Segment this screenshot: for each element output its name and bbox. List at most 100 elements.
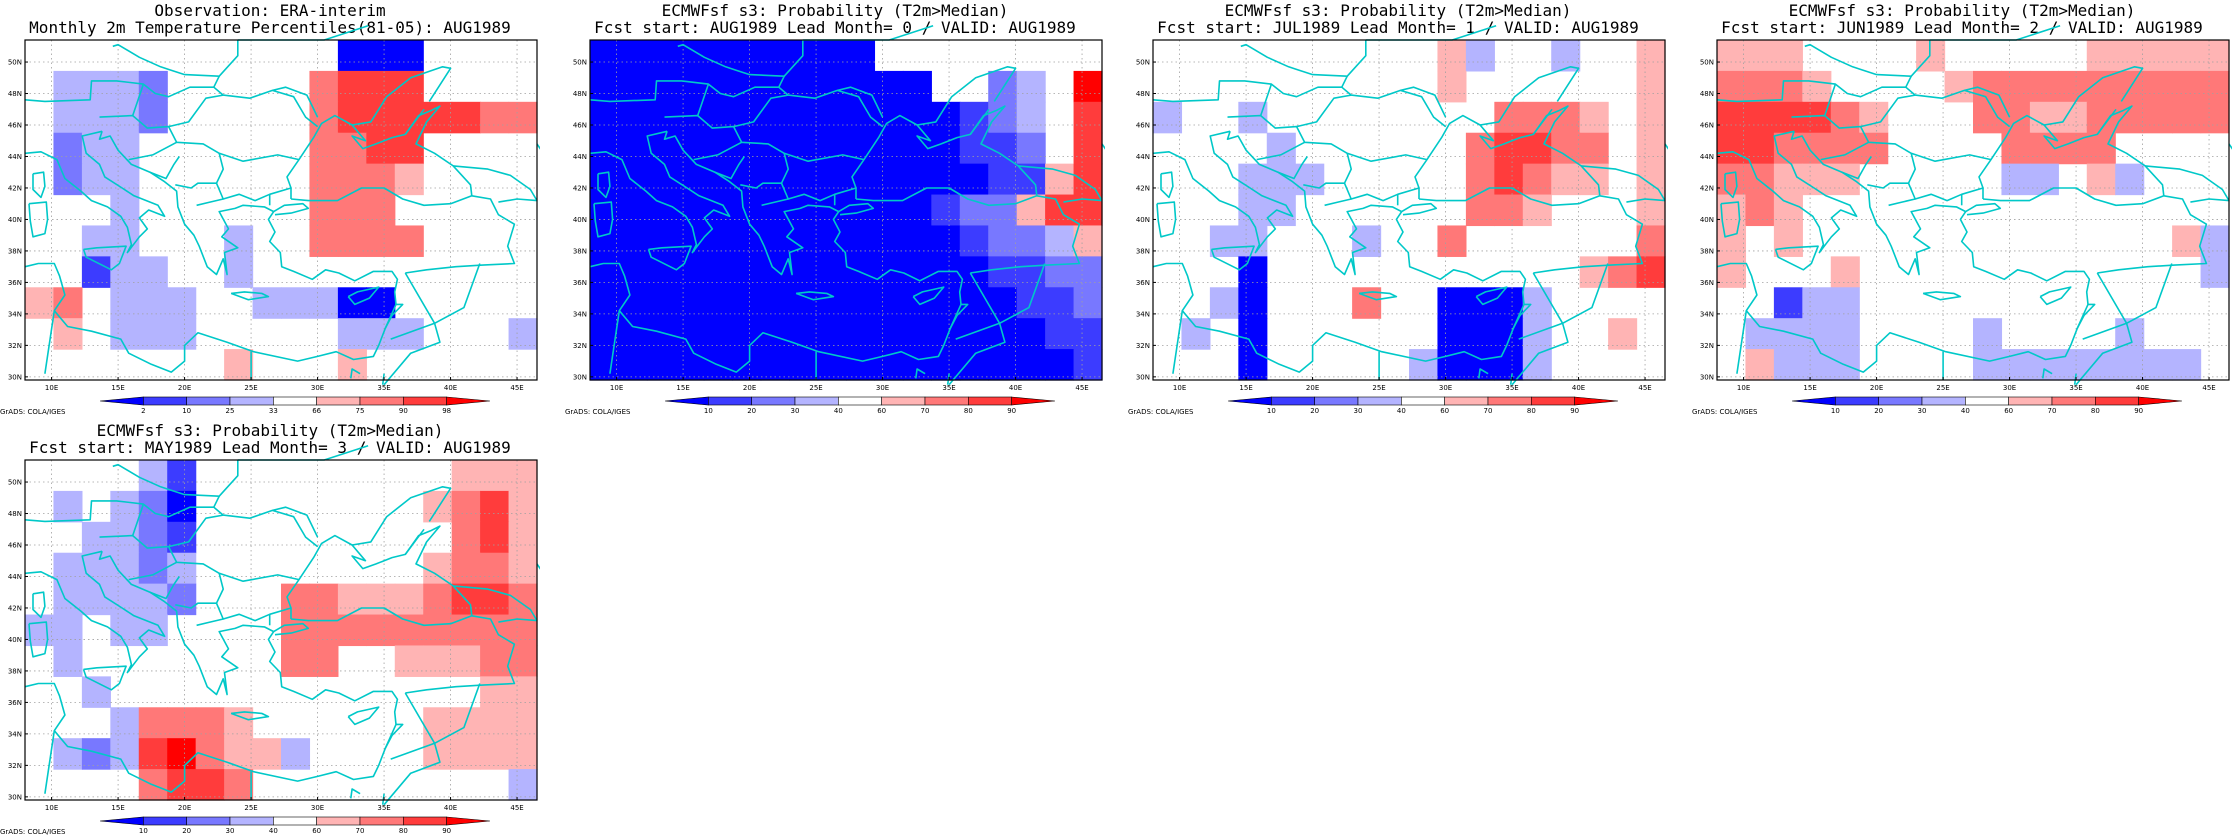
coastline bbox=[1820, 141, 1869, 161]
colorbar-swatch bbox=[143, 396, 187, 406]
latitude-labels: 30N 32N 34N 36N 38N 40N 42N 44N 46N 48N 50N bbox=[1136, 59, 1156, 381]
colorbar-swatch bbox=[1357, 396, 1402, 406]
lat-tick-label: 30N bbox=[8, 793, 22, 801]
grid-cell bbox=[2200, 225, 2230, 257]
grid-cell bbox=[1494, 318, 1524, 350]
coastline bbox=[761, 198, 789, 207]
coastline bbox=[1063, 198, 1103, 203]
grid-cell bbox=[508, 769, 538, 801]
grid-cell bbox=[451, 738, 481, 770]
lon-tick-label: 35E bbox=[377, 804, 390, 812]
coastline bbox=[230, 291, 270, 301]
lat-tick-label: 32N bbox=[8, 342, 22, 350]
grid-cell bbox=[2029, 70, 2059, 103]
grid-cell bbox=[281, 738, 311, 770]
grid-cell bbox=[508, 521, 538, 554]
coastline bbox=[383, 322, 441, 386]
grid-cell bbox=[451, 552, 481, 585]
grid-cell bbox=[1238, 256, 1268, 288]
coastline bbox=[24, 80, 319, 128]
lat-tick-label: 30N bbox=[8, 373, 22, 381]
shaded-cells bbox=[1153, 40, 1666, 381]
coastline bbox=[290, 607, 473, 627]
grid-cell bbox=[646, 194, 676, 227]
grid-cell bbox=[309, 645, 339, 677]
coastline bbox=[175, 153, 224, 189]
coastline bbox=[404, 263, 481, 325]
coastline bbox=[1907, 182, 1984, 202]
lat-tick-label: 48N bbox=[8, 510, 22, 518]
grid-cell bbox=[53, 614, 83, 647]
colorbar: 10 20 30 40 60 70 80 90 bbox=[99, 816, 491, 835]
grid-cell bbox=[959, 225, 989, 257]
grid-cell bbox=[508, 490, 538, 523]
coastline bbox=[1823, 83, 1837, 116]
lat-tick-label: 36N bbox=[8, 279, 22, 287]
grid-cell bbox=[675, 318, 705, 350]
software-credit: GrADS: COLA/IGES bbox=[0, 828, 66, 836]
lon-tick-label: 45E bbox=[510, 804, 523, 812]
coastline bbox=[2043, 66, 2144, 126]
grid-cell bbox=[2143, 101, 2173, 134]
grid-cell bbox=[366, 225, 396, 257]
grid-cell bbox=[423, 583, 453, 616]
grid-cell bbox=[1437, 70, 1467, 103]
coastline bbox=[350, 368, 361, 379]
panel-subtitle: Fcst start: MAY1989 Lead Month= 3 / VALI… bbox=[29, 438, 511, 457]
grid-cell bbox=[53, 70, 83, 103]
grid-cell bbox=[138, 70, 168, 103]
grid-cell bbox=[789, 163, 819, 196]
colorbar-label: 30 bbox=[1918, 407, 1927, 415]
grid-cell bbox=[1437, 225, 1467, 257]
coastline bbox=[1774, 245, 1819, 271]
colorbar-label: 30 bbox=[226, 827, 235, 835]
grid-cell bbox=[902, 101, 932, 134]
coastline bbox=[24, 211, 399, 373]
grid-cell bbox=[138, 256, 168, 288]
colorbar-swatch bbox=[794, 396, 839, 406]
colorbar-swatch bbox=[2051, 396, 2096, 406]
longitude-labels: 10E 15E 20E 25E 30E 35E 40E 45E bbox=[1173, 377, 1652, 392]
coastline bbox=[837, 86, 884, 118]
grid-cell bbox=[1830, 287, 1860, 319]
map-panel-lead-3: ECMWFsf s3: Probability (T2m>Median) Fcs… bbox=[0, 420, 540, 840]
grid-cell bbox=[618, 287, 648, 319]
panel-title: ECMWFsf s3: Probability (T2m>Median) bbox=[661, 1, 1009, 20]
software-credit: GrADS: COLA/IGES bbox=[1692, 408, 1758, 416]
coastline bbox=[2042, 368, 2053, 379]
coastline bbox=[1256, 141, 1305, 161]
grid-cell bbox=[618, 318, 648, 350]
map-plot: 30N 32N 34N 36N 38N 40N 42N 44N 46N 48N 50N 10E 15E 2… bbox=[8, 445, 540, 835]
grid-cell bbox=[423, 707, 453, 739]
grid-cell bbox=[618, 132, 648, 165]
coastline bbox=[44, 310, 56, 374]
grid-cell bbox=[2200, 70, 2230, 103]
grid-cell bbox=[1266, 163, 1296, 196]
grid-cell bbox=[508, 460, 538, 492]
grid-cell bbox=[732, 132, 762, 165]
lon-tick-label: 20E bbox=[178, 804, 191, 812]
grid-cell bbox=[309, 194, 339, 227]
grid-cell bbox=[1437, 349, 1467, 381]
lon-tick-label: 10E bbox=[45, 384, 58, 392]
grid-cell bbox=[618, 194, 648, 227]
grid-cell bbox=[988, 132, 1018, 165]
colorbar-swatch bbox=[446, 396, 491, 406]
grid-cell bbox=[1045, 256, 1075, 288]
colorbar: 10 20 30 40 60 70 80 90 bbox=[1227, 396, 1619, 415]
grid-cell bbox=[394, 163, 424, 196]
lat-tick-label: 30N bbox=[1700, 373, 1714, 381]
grid-cell bbox=[1773, 40, 1803, 72]
grid-cell bbox=[2058, 349, 2088, 381]
grid-cell bbox=[789, 101, 819, 134]
coastline bbox=[273, 202, 310, 216]
grid-cell bbox=[337, 614, 367, 647]
grid-cell bbox=[846, 225, 876, 257]
coastline bbox=[213, 75, 220, 88]
grid-cell bbox=[451, 460, 481, 492]
grid-cell bbox=[394, 318, 424, 350]
lat-tick-label: 36N bbox=[1700, 279, 1714, 287]
lat-tick-label: 30N bbox=[573, 373, 587, 381]
lat-tick-label: 32N bbox=[1136, 342, 1150, 350]
coastline bbox=[1479, 66, 1580, 126]
